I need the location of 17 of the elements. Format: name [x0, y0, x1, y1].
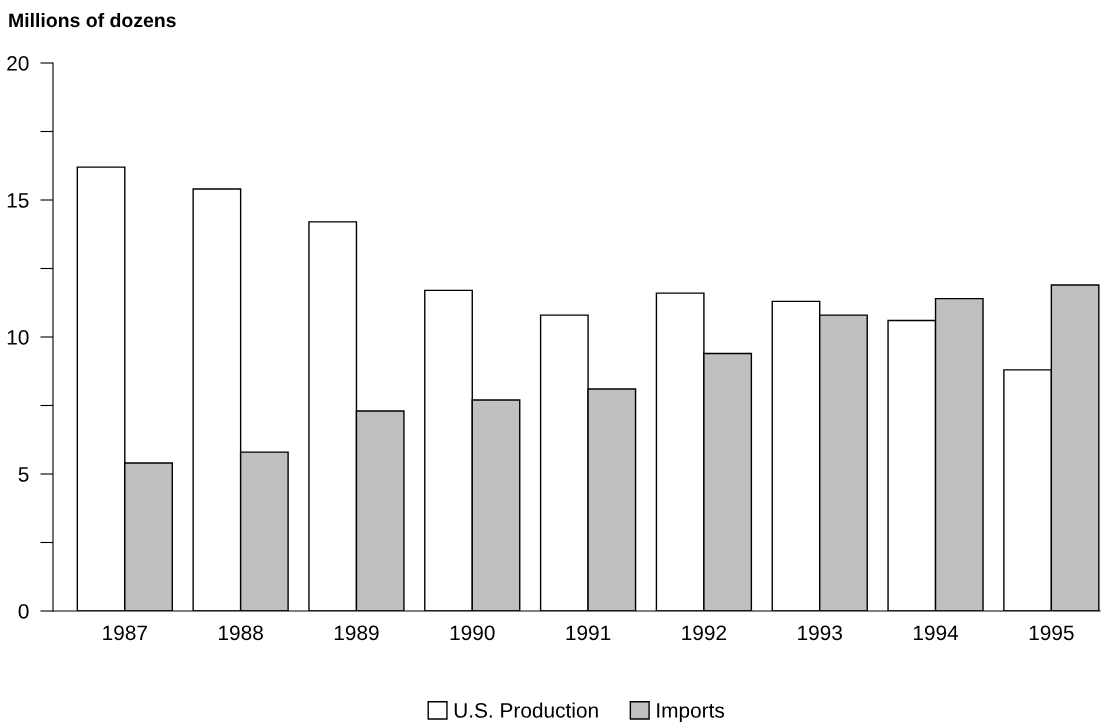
x-tick-label: 1990 [450, 625, 495, 641]
x-tick-label: 1992 [682, 625, 727, 641]
x-tick-label: 1989 [334, 625, 379, 641]
y-tick-label: 10 [7, 330, 29, 345]
x-tick-label: 1995 [1029, 625, 1074, 641]
chart-title: Millions of dozens [9, 12, 176, 28]
y-tick-label: 15 [7, 193, 29, 208]
legend-label: U.S. Production [454, 702, 598, 718]
x-tick-label: 1991 [566, 625, 611, 641]
legend-label: Imports [657, 703, 725, 722]
x-tick-label: 1987 [103, 625, 147, 641]
y-tick-label: 5 [18, 467, 29, 482]
x-tick-label: 1988 [219, 625, 263, 641]
y-tick-label: 0 [18, 604, 29, 619]
x-tick-label: 1993 [798, 625, 842, 641]
y-tick-label: 20 [7, 56, 29, 71]
x-tick-label: 1994 [913, 625, 959, 641]
